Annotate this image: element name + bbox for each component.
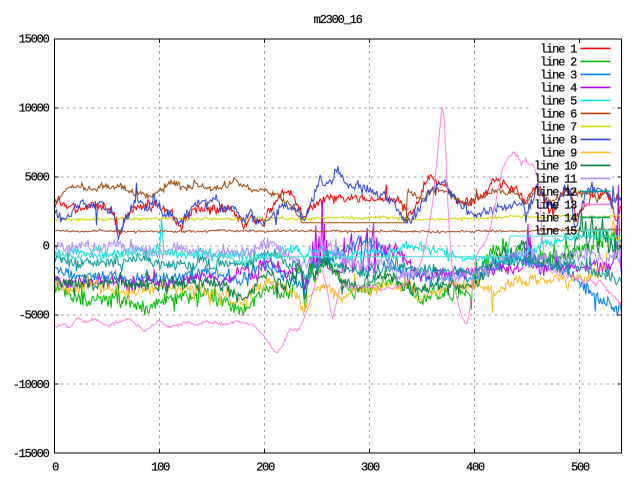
svg-text:line 15: line 15 xyxy=(534,224,577,238)
svg-text:line 9: line 9 xyxy=(540,146,577,160)
svg-text:line 13: line 13 xyxy=(534,198,577,212)
svg-text:0: 0 xyxy=(43,240,50,254)
svg-text:m2300_16: m2300_16 xyxy=(314,13,363,27)
svg-text:10000: 10000 xyxy=(19,102,50,116)
svg-text:500: 500 xyxy=(571,461,590,475)
svg-text:-5000: -5000 xyxy=(19,309,50,323)
svg-text:line 1: line 1 xyxy=(540,42,577,56)
svg-text:-10000: -10000 xyxy=(13,378,50,392)
svg-text:400: 400 xyxy=(466,461,485,475)
svg-text:line 5: line 5 xyxy=(540,94,577,108)
svg-text:line 3: line 3 xyxy=(540,68,577,82)
svg-text:line 11: line 11 xyxy=(534,172,577,186)
svg-text:line 12: line 12 xyxy=(534,185,577,199)
svg-text:300: 300 xyxy=(361,461,380,475)
svg-text:line 4: line 4 xyxy=(540,81,577,95)
svg-text:-15000: -15000 xyxy=(13,447,50,461)
svg-text:200: 200 xyxy=(256,461,275,475)
svg-text:0: 0 xyxy=(52,461,59,475)
svg-text:15000: 15000 xyxy=(19,33,50,47)
svg-text:line 8: line 8 xyxy=(540,133,577,147)
svg-text:line 10: line 10 xyxy=(534,159,577,173)
svg-text:line 2: line 2 xyxy=(540,55,577,69)
svg-text:line 14: line 14 xyxy=(534,211,577,225)
svg-text:100: 100 xyxy=(151,461,170,475)
svg-text:5000: 5000 xyxy=(25,171,50,185)
svg-text:line 6: line 6 xyxy=(540,107,577,121)
svg-text:line 7: line 7 xyxy=(540,120,577,134)
